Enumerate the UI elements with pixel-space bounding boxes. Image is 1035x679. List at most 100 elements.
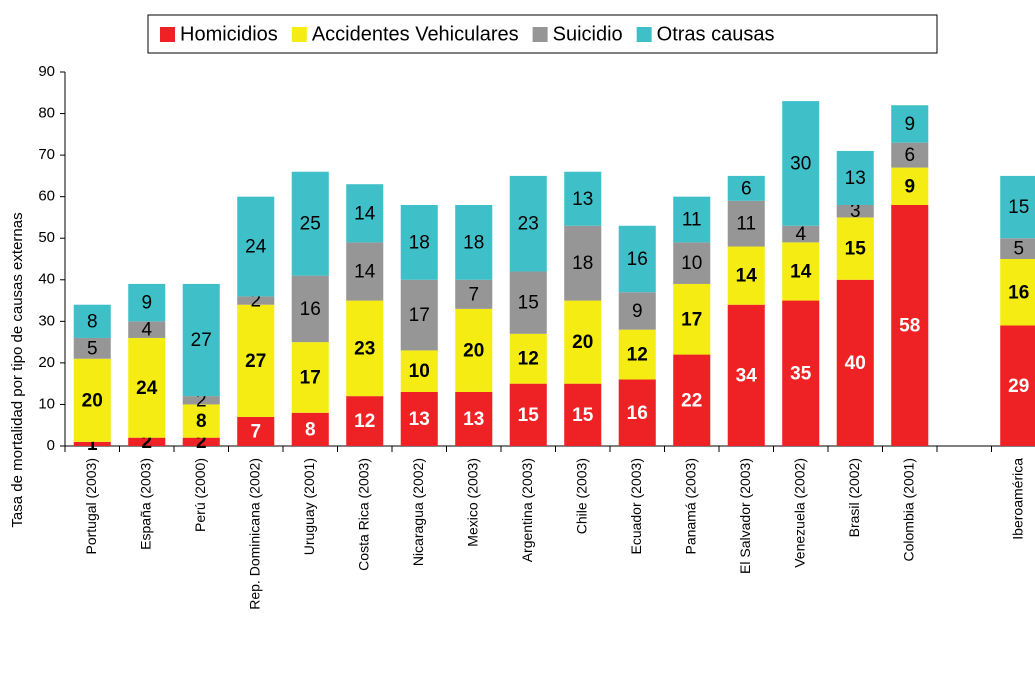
data-label: 12 <box>627 345 648 366</box>
data-label: 7 <box>468 284 479 305</box>
bar-segment <box>727 175 765 201</box>
data-label: 17 <box>300 367 321 388</box>
data-label: 11 <box>682 210 702 231</box>
y-tick-label: 70 <box>38 146 55 163</box>
data-label: 18 <box>409 232 430 253</box>
data-label: 5 <box>87 338 98 359</box>
data-label: 12 <box>354 411 375 432</box>
bar-segment <box>291 275 329 343</box>
data-label: 1 <box>87 434 98 455</box>
data-label: 5 <box>1013 239 1024 260</box>
data-label: 30 <box>790 153 811 174</box>
x-tick-label: Chile (2003) <box>573 458 589 534</box>
x-tick-label: Nicaragua (2002) <box>410 458 426 566</box>
bar-segment <box>128 321 166 338</box>
bar-segment <box>564 300 602 384</box>
bar-segment <box>73 441 111 446</box>
bar-segment <box>455 204 493 280</box>
data-label: 12 <box>518 349 539 370</box>
bar-segment <box>509 383 547 446</box>
y-tick-label: 40 <box>38 271 55 288</box>
legend-label: Otras causas <box>657 23 775 45</box>
legend-label: Accidentes Vehiculares <box>312 23 519 45</box>
y-tick-label: 50 <box>38 229 55 246</box>
bar-segment <box>564 171 602 226</box>
data-label: 14 <box>736 266 758 287</box>
bar-segment <box>182 283 220 397</box>
bar-segment <box>291 412 329 446</box>
data-label: 20 <box>82 390 103 411</box>
data-label: 9 <box>904 176 915 197</box>
data-label: 14 <box>354 203 376 224</box>
bar-segment <box>400 279 438 351</box>
legend-swatch <box>636 27 652 42</box>
bar-segment <box>618 225 656 293</box>
x-tick-label: Venezuela (2002) <box>791 458 807 568</box>
legend-label: Suicidio <box>553 23 623 45</box>
bar-segment <box>237 196 275 297</box>
data-label: 34 <box>736 365 758 386</box>
bar-segment <box>1000 325 1035 446</box>
x-tick-label: Iberoamérica <box>1009 458 1025 540</box>
y-tick-label: 60 <box>38 188 55 205</box>
data-label: 7 <box>250 421 261 442</box>
y-axis-title: Tasa de mortalidad por tipo de causas ex… <box>9 212 26 527</box>
bar-segment <box>346 184 384 243</box>
bar-segment <box>237 296 275 305</box>
bar-segment <box>618 292 656 330</box>
data-label: 15 <box>1008 197 1029 218</box>
bar-segment <box>618 379 656 446</box>
data-label: 16 <box>627 249 648 270</box>
bar-segment <box>182 404 220 438</box>
y-tick-label: 30 <box>38 312 55 329</box>
bar-segment <box>182 396 220 405</box>
data-label: 10 <box>681 253 702 274</box>
bar-segment <box>73 337 111 359</box>
data-label: 17 <box>409 305 430 326</box>
data-label: 6 <box>904 145 915 166</box>
bar-segment <box>455 391 493 446</box>
data-label: 18 <box>572 253 593 274</box>
y-tick-label: 90 <box>38 63 55 80</box>
bar-segment <box>1000 175 1035 239</box>
data-label: 17 <box>681 309 702 330</box>
x-tick-label: Panamá (2003) <box>682 458 698 555</box>
bar-segment <box>291 342 329 413</box>
bar-segment <box>782 101 820 226</box>
data-label: 9 <box>141 293 152 314</box>
data-label: 13 <box>463 409 484 430</box>
data-label: 15 <box>518 293 539 314</box>
bar-segment <box>128 283 166 322</box>
data-label: 2 <box>196 390 207 411</box>
bar-segment <box>346 300 384 397</box>
data-label: 15 <box>518 405 540 426</box>
data-label: 23 <box>354 338 375 359</box>
x-tick-label: El Salvador (2003) <box>737 458 753 574</box>
data-label: 13 <box>572 189 593 210</box>
data-label: 27 <box>245 351 266 372</box>
x-tick-label: Rep. Dominicana (2002) <box>246 458 262 610</box>
data-label: 14 <box>790 261 812 282</box>
data-label: 8 <box>196 411 207 432</box>
legend-swatch <box>160 27 175 42</box>
bar-segment <box>836 150 874 205</box>
data-label: 27 <box>191 330 212 351</box>
bar-segment <box>727 246 765 305</box>
data-label: 18 <box>463 232 484 253</box>
x-tick-label: Argentina (2003) <box>519 458 535 562</box>
bar-segment <box>237 416 275 446</box>
data-label: 15 <box>572 405 594 426</box>
data-label: 13 <box>409 409 430 430</box>
bar-segment <box>128 437 166 446</box>
bar-segment <box>618 329 656 380</box>
x-tick-label: Ecuador (2003) <box>628 458 644 555</box>
data-label: 6 <box>741 178 752 199</box>
bar-segment <box>455 279 493 309</box>
bar-segment <box>509 175 547 272</box>
data-label: 14 <box>354 261 376 282</box>
data-label: 22 <box>681 390 702 411</box>
x-tick-label: España (2003) <box>137 458 153 550</box>
data-label: 25 <box>300 214 321 235</box>
bar-segment <box>237 304 275 417</box>
